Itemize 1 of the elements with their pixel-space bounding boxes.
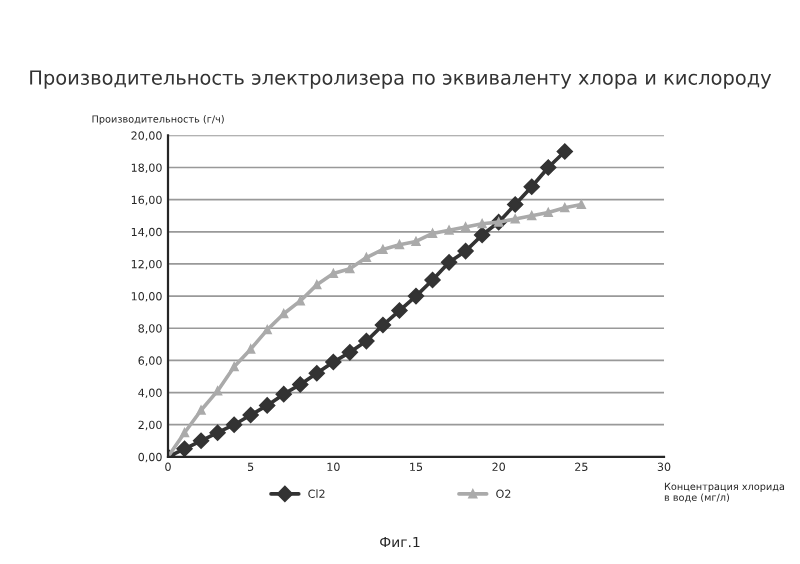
- chart-title: Производительность электролизера по эквиваленту хлора и кислороду: [30, 70, 772, 89]
